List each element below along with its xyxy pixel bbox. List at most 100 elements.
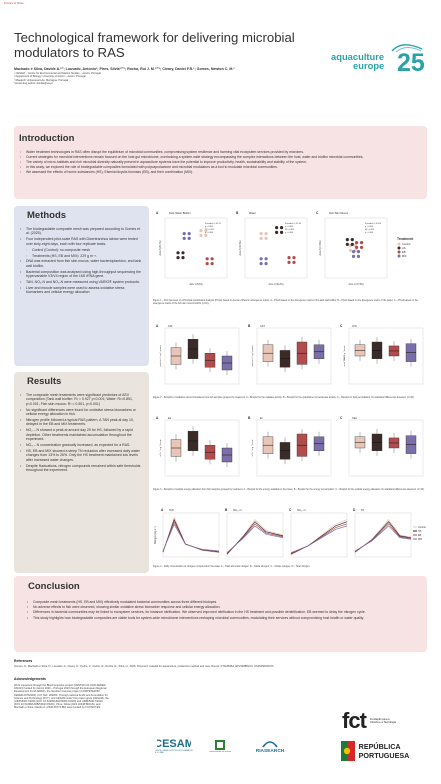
plot-area — [162, 512, 220, 558]
data-point — [275, 226, 279, 230]
list-item: Differences in bacterial communities may… — [27, 610, 422, 615]
list-item: In this study, we explored the role of b… — [20, 165, 420, 170]
panel-label: A — [161, 508, 164, 512]
references-heading: References — [14, 659, 33, 663]
series-line — [226, 525, 284, 553]
data-point — [259, 236, 263, 240]
data-point — [264, 262, 268, 266]
data-point — [292, 256, 296, 260]
references-text: Gomes, N., Machado e Silva, D., Louvado,… — [14, 665, 274, 668]
list-item: TAN, NO₂-N and NO₃-N were measured using… — [20, 280, 142, 285]
introduction-heading: Introduction — [19, 133, 75, 144]
legend-marker — [397, 246, 401, 250]
logo-text: universidade de aveiro — [208, 751, 231, 753]
results-list: The composite mesh treatments were signi… — [20, 393, 142, 474]
axis-label: Axis 1 (40.2%) — [269, 283, 284, 286]
republica-portuguesa-logo: REPÚBLICA PORTUGUESA — [335, 738, 415, 764]
data-point — [356, 254, 361, 258]
panel-label: B — [248, 324, 251, 328]
panel-title: Tank Water Biofilm — [169, 211, 191, 215]
panel-title: Fish Skin Mucus — [329, 211, 349, 215]
logo-text: REPÚBLICA — [358, 742, 401, 751]
panel-label: A — [156, 211, 159, 215]
data-point — [259, 257, 263, 261]
data-point — [351, 250, 356, 254]
panel-label: B — [236, 211, 239, 215]
list-item: Liver and muscle samples were used to as… — [20, 286, 142, 295]
panel-title: NO₂ - N — [233, 509, 242, 512]
data-point — [181, 251, 185, 255]
panel-title: CEA — [352, 417, 357, 420]
panel-title: NO₃ - N — [297, 509, 306, 512]
list-item: Nitrogen profile followed a typical RAS … — [20, 418, 142, 427]
stat-text: R² = 0.501 — [365, 228, 375, 231]
presenting-author: *presenting author: davide@ua.pt — [14, 82, 53, 86]
data-point — [204, 233, 208, 237]
list-item: HS, EB and MIX showed a steep TN reducti… — [20, 449, 142, 462]
data-point — [187, 236, 191, 240]
stat-text: R² = 0.851 — [285, 228, 295, 231]
axis-label: nmol TBARS g⁻¹ tissue — [343, 345, 346, 367]
logo-text: RIASEARCH — [255, 748, 285, 754]
legend-label: EB — [418, 534, 422, 537]
data-point — [204, 229, 208, 233]
data-point — [292, 260, 296, 264]
list-item: Composite mesh treatments (HS, EB and MI… — [27, 600, 422, 605]
stat-text: p < 0.001 — [205, 231, 214, 234]
data-point — [259, 262, 263, 266]
data-point — [210, 257, 214, 261]
conclusion-list: Composite mesh treatments (HS, EB and MI… — [27, 600, 422, 621]
acknowledgements-text: Work supported through the BlueComposite… — [14, 684, 109, 710]
riasearch-logo: RIASEARCH — [248, 734, 292, 758]
legend-marker — [397, 250, 401, 254]
data-point — [287, 256, 291, 260]
logo-text: aquaculture — [331, 51, 385, 62]
panel-label: A — [156, 416, 159, 420]
legend-label: MIX — [418, 538, 423, 541]
panel-title: LPO — [352, 325, 357, 328]
axis-label: mJ h⁻¹ mg⁻¹ tissue — [159, 439, 162, 457]
list-item: Current strategies for microbial interve… — [20, 155, 420, 160]
panel-title: GST — [260, 325, 265, 328]
stat-text: p < 0.001 — [285, 225, 294, 228]
data-point — [187, 232, 191, 236]
panel-label: D — [353, 508, 356, 512]
data-point — [176, 256, 180, 260]
stat-text: Pseudo-F = 30.71 — [205, 223, 222, 225]
axis-label: Axis 2 (32.3%) — [239, 240, 242, 255]
figure-2: A CAT μmol min⁻¹ mg⁻¹ protein B GST nmol min⁻… — [153, 320, 427, 396]
series-line — [290, 525, 348, 554]
data-point — [279, 230, 284, 234]
data-point — [181, 256, 185, 260]
data-point — [176, 251, 180, 255]
data-point — [205, 257, 209, 261]
data-point — [359, 241, 364, 245]
data-point — [264, 236, 268, 240]
stat-text: Pseudo-F = 51.44 — [285, 223, 302, 225]
list-item: No significant differences were found fo… — [20, 408, 142, 417]
list-item: The biodegradable composite mesh was pre… — [20, 227, 142, 236]
data-point — [210, 262, 214, 266]
data-point — [350, 238, 354, 242]
list-item: DNA was extracted from fish skin mucus, … — [20, 259, 142, 268]
fct-logo: fct Fundação para a Ciência e a Tecnolog… — [335, 708, 405, 734]
logo-text: fct — [342, 708, 367, 733]
affiliation: ¹ CESAM – Centre for Environmental and M… — [14, 72, 101, 75]
legend-label: HS — [402, 246, 406, 250]
panel-label: C — [316, 211, 319, 215]
poster-title: Technological framework for delivering m… — [14, 30, 295, 60]
data-point — [199, 233, 203, 237]
data-point — [264, 232, 268, 236]
corner-mark: Preview to Share — [4, 2, 24, 5]
legend-title: Treatment — [397, 237, 414, 241]
data-point — [351, 254, 356, 258]
ua-mark-icon — [215, 740, 225, 750]
figure-2-caption: Figure 2 – Boxplots of oxidative stress … — [153, 397, 415, 399]
list-item: NO₃ – N concentration gradually increase… — [20, 443, 142, 448]
authors: Machado e Silva, Davide A.¹'²; Louvado, … — [14, 67, 235, 71]
affiliations: ¹ CESAM – Centre for Environmental and M… — [14, 72, 234, 85]
data-point — [264, 257, 268, 261]
logo-subtext: Fundação para a Ciência e a Tecnologia — [369, 718, 396, 724]
figure-3-caption: Figure 3 – Boxplots of cellular energy a… — [153, 489, 425, 491]
stat-text: p < 0.001 — [285, 231, 294, 234]
